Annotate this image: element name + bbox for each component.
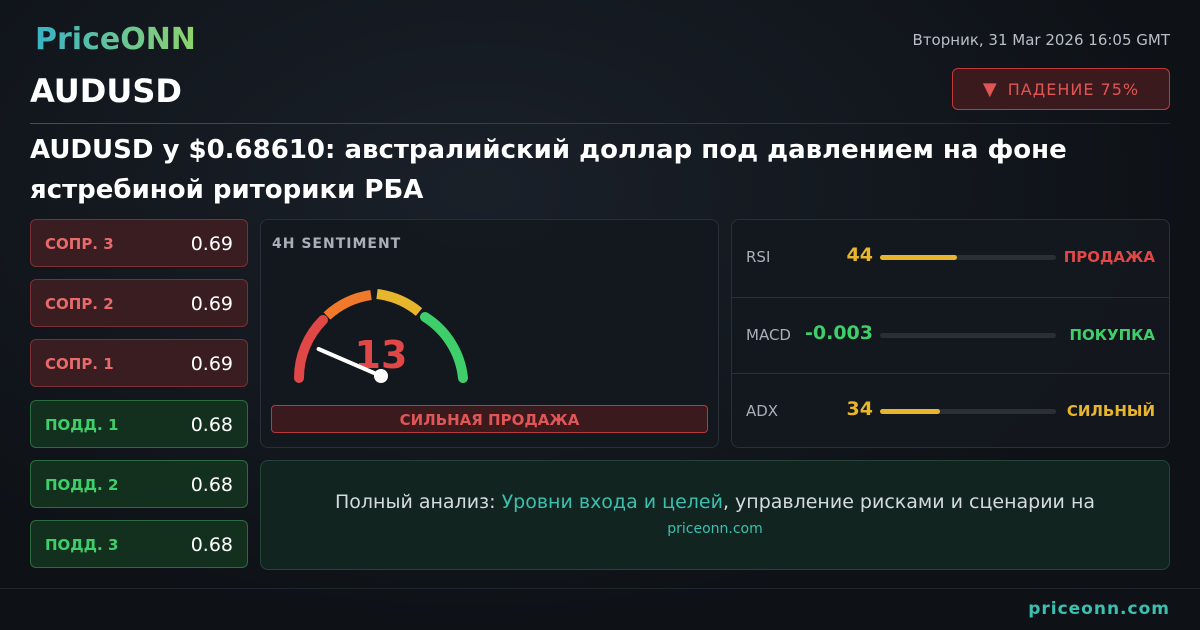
level-value: 0.69 (190, 353, 233, 376)
level-label: ПОДД. 3 (45, 536, 119, 554)
indicator-row: RSI 44 ПРОДАЖА (732, 220, 1169, 296)
level: СОПР. 2 0.69 (30, 279, 248, 328)
gauge-needle (316, 346, 383, 378)
indicator-track (880, 409, 1056, 414)
trend-badge: ▼ ПАДЕНИЕ 75% (952, 68, 1170, 110)
headline: AUDUSD у $0.68610: австралийский доллар … (30, 135, 1067, 205)
gauge-label: СИЛЬНАЯ ПРОДАЖА (271, 405, 708, 433)
indicator-track (880, 332, 1056, 338)
date: Вторник, 31 Mar 2026 16:05 GMT (912, 31, 1170, 49)
cta-text: Полный анализ: Уровни входа и целей, упр… (261, 491, 1169, 513)
cta-card: Полный анализ: Уровни входа и целей, упр… (260, 460, 1170, 570)
symbol: AUDUSD (30, 72, 182, 110)
level-label: СОПР. 3 (45, 235, 114, 253)
indicator-name: RSI (746, 248, 771, 266)
footer-line (0, 588, 1200, 589)
level-value: 0.69 (190, 233, 233, 255)
indicator-row: MACD -0.003 ПОКУПКА (732, 296, 1169, 374)
gauge-arc (323, 290, 372, 320)
indicator-name: ADX (746, 402, 779, 420)
indicator-name: MACD (746, 325, 791, 344)
level: СОПР. 3 0.69 (30, 219, 248, 267)
gauge-arc (376, 289, 423, 316)
level: ПОДД. 3 0.68 (30, 520, 248, 568)
level-value: 0.68 (190, 473, 233, 496)
gauge-arc (420, 312, 468, 383)
indicator-bar (880, 409, 940, 414)
cta-link[interactable]: Уровни входа и целей (501, 491, 723, 513)
level-label: СОПР. 1 (45, 355, 114, 374)
cta-site[interactable]: priceonn.com (667, 521, 763, 537)
indicator-value: 44 (846, 244, 873, 266)
indicator-bar (880, 255, 958, 260)
gauge: 13 (293, 289, 468, 383)
level-label: ПОДД. 2 (45, 475, 119, 494)
indicator-signal: СИЛЬНЫЙ (1066, 402, 1155, 420)
level-label: ПОДД. 1 (45, 415, 119, 434)
level: ПОДД. 1 0.68 (30, 399, 248, 448)
logo: PriceONN (35, 22, 196, 57)
sentiment-card: 4H SENTIMENT 13 СИЛЬНАЯ ПРОДАЖА (260, 219, 719, 448)
level-value: 0.68 (190, 413, 233, 436)
indicator-signal: ПРОДАЖА (1063, 248, 1155, 266)
footer-site: priceonn.com (1028, 599, 1170, 619)
indicator-row: ADX 34 СИЛЬНЫЙ (732, 373, 1169, 450)
cta-suffix: , управление рисками и сценарии на (722, 491, 1096, 513)
divider (30, 123, 1170, 124)
cta-prefix: Полный анализ: (334, 491, 502, 513)
indicator-signal: ПОКУПКА (1069, 325, 1155, 344)
indicator-value: -0.003 (805, 321, 873, 344)
gauge-title: 4H SENTIMENT (272, 236, 402, 252)
level-value: 0.68 (190, 534, 233, 556)
level-label: СОПР. 2 (45, 295, 114, 314)
indicator-track (880, 255, 1056, 260)
gauge-arc (293, 315, 328, 383)
level: ПОДД. 2 0.68 (30, 459, 248, 508)
level: СОПР. 1 0.69 (30, 339, 248, 388)
needle-hub (374, 369, 388, 383)
indicators-card: RSI 44 ПРОДАЖА MACD -0.003 ПОКУПКА ADX 34 СИЛЬНЫ… (731, 219, 1170, 448)
indicator-value: 34 (846, 398, 873, 420)
badge-text: ПАДЕНИЕ 75% (1007, 79, 1140, 99)
level-value: 0.69 (190, 293, 233, 316)
